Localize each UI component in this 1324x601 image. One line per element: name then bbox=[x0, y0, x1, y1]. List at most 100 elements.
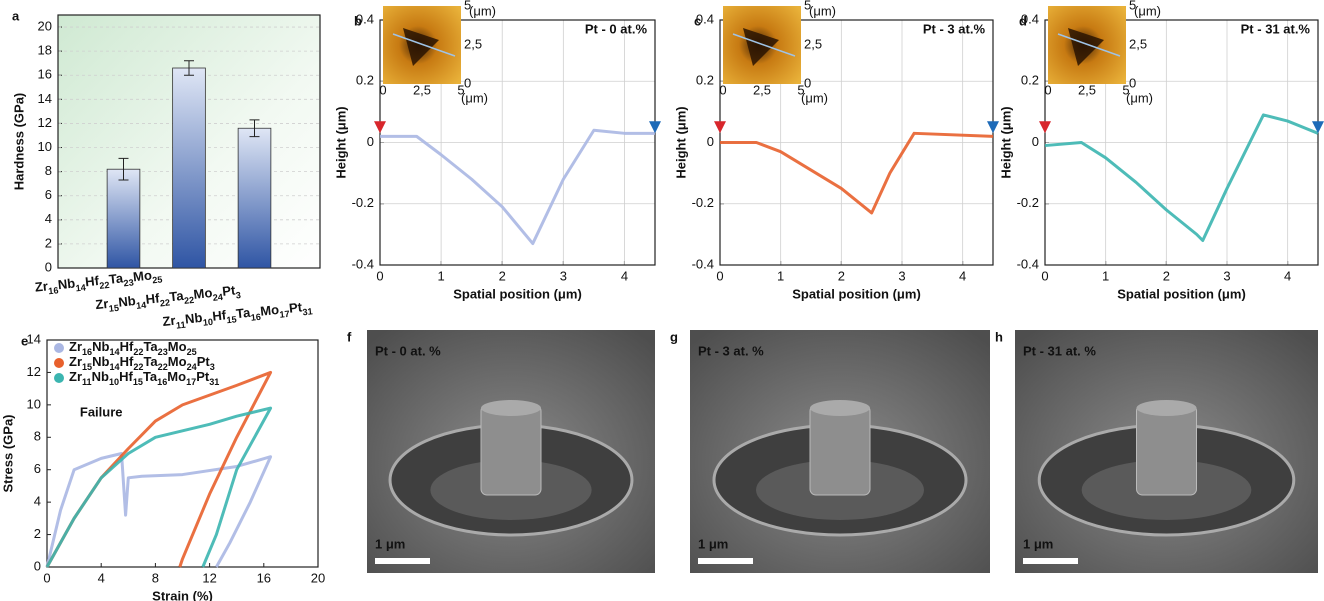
y-tick-label: 8 bbox=[45, 163, 52, 178]
bar bbox=[107, 169, 140, 268]
inset-tick-label: 2,5 bbox=[804, 36, 822, 51]
x-tick-label: 2 bbox=[499, 268, 506, 283]
x-tick-label: 4 bbox=[98, 570, 105, 585]
panel-label: e bbox=[21, 333, 28, 348]
legend-marker bbox=[54, 343, 64, 353]
inset-tick-label: 0 bbox=[804, 75, 811, 90]
y-tick-label: 12 bbox=[38, 115, 52, 130]
end-marker bbox=[649, 121, 661, 133]
panel-label: h bbox=[995, 329, 1003, 344]
legend-marker bbox=[54, 358, 64, 368]
scale-bar bbox=[375, 558, 430, 564]
x-axis-label: Spatial position (μm) bbox=[1117, 286, 1246, 301]
x-tick-label: 0 bbox=[1041, 268, 1048, 283]
y-tick-label: 2 bbox=[45, 235, 52, 250]
inset-tick-label: 0 bbox=[719, 82, 726, 97]
x-tick-label: 1 bbox=[437, 268, 444, 283]
x-axis-label: Strain (%) bbox=[152, 588, 213, 601]
panel-label: a bbox=[12, 8, 20, 23]
inset-unit: (μm) bbox=[809, 3, 836, 18]
inset-tick-label: 2,5 bbox=[413, 82, 431, 97]
x-tick-label: 2 bbox=[1163, 268, 1170, 283]
panel-label: g bbox=[670, 329, 678, 344]
y-tick-label: -0.4 bbox=[352, 256, 374, 271]
y-tick-label: 0 bbox=[367, 134, 374, 149]
end-marker bbox=[987, 121, 999, 133]
y-axis-label: Height (μm) bbox=[333, 106, 348, 178]
y-tick-label: 14 bbox=[38, 91, 52, 106]
bar bbox=[173, 68, 206, 268]
y-tick-label: 18 bbox=[38, 43, 52, 58]
inset-unit: (μm) bbox=[1126, 90, 1153, 105]
x-tick-label: 12 bbox=[202, 570, 216, 585]
x-tick-label: 2 bbox=[838, 268, 845, 283]
pillar bbox=[810, 405, 870, 495]
inset-tick-label: 2,5 bbox=[464, 36, 482, 51]
scale-bar-label: 1 μm bbox=[1023, 536, 1053, 551]
panel-label: d bbox=[1019, 13, 1027, 28]
x-tick-label: 3 bbox=[898, 268, 905, 283]
y-tick-label: 10 bbox=[38, 139, 52, 154]
x-tick-label: 1 bbox=[1102, 268, 1109, 283]
figure: 02468101214161820Hardness (GPa)aZr16Nb14… bbox=[0, 0, 1324, 601]
x-tick-label: 3 bbox=[1223, 268, 1230, 283]
y-tick-label: 2 bbox=[34, 526, 41, 541]
y-tick-label: 0 bbox=[1032, 134, 1039, 149]
pillar-top bbox=[481, 400, 541, 416]
start-marker bbox=[714, 121, 726, 133]
annotation: Failure bbox=[80, 404, 123, 419]
inset-tick-label: 2,5 bbox=[753, 82, 771, 97]
data-line bbox=[380, 130, 655, 243]
x-tick-label: Zr16Nb14Hf22Ta23Mo25 bbox=[34, 267, 163, 298]
scale-bar-label: 1 μm bbox=[698, 536, 728, 551]
x-tick-label: 4 bbox=[621, 268, 628, 283]
panel-label: c bbox=[694, 13, 701, 28]
pillar bbox=[1137, 405, 1197, 495]
data-line bbox=[47, 408, 271, 567]
inset-tick-label: 0 bbox=[464, 75, 471, 90]
y-tick-label: 0 bbox=[707, 134, 714, 149]
inset-unit: (μm) bbox=[801, 90, 828, 105]
y-tick-label: 0.2 bbox=[1021, 73, 1039, 88]
y-tick-label: 0 bbox=[34, 558, 41, 573]
start-marker bbox=[1039, 121, 1051, 133]
scale-bar-label: 1 μm bbox=[375, 536, 405, 551]
x-tick-label: 3 bbox=[560, 268, 567, 283]
y-tick-label: 16 bbox=[38, 67, 52, 82]
pillar bbox=[481, 405, 541, 495]
chart-title: Pt - 3 at.% bbox=[923, 21, 986, 36]
panel-label: b bbox=[354, 13, 362, 28]
inset-unit: (μm) bbox=[469, 3, 496, 18]
inset-tick-label: 0 bbox=[1044, 82, 1051, 97]
x-tick-label: 0 bbox=[376, 268, 383, 283]
scale-bar bbox=[1023, 558, 1078, 564]
x-tick-label: 16 bbox=[257, 570, 271, 585]
y-tick-label: 10 bbox=[27, 396, 41, 411]
y-axis-label: Stress (GPa) bbox=[0, 414, 15, 492]
scale-bar bbox=[698, 558, 753, 564]
x-axis-label: Spatial position (μm) bbox=[453, 286, 582, 301]
image-caption: Pt - 31 at. % bbox=[1023, 343, 1096, 358]
inset-tick-label: 0 bbox=[379, 82, 386, 97]
image-caption: Pt - 3 at. % bbox=[698, 343, 764, 358]
y-tick-label: -0.2 bbox=[692, 195, 714, 210]
y-tick-label: 6 bbox=[45, 187, 52, 202]
x-tick-label: 8 bbox=[152, 570, 159, 585]
start-marker bbox=[374, 121, 386, 133]
data-line bbox=[720, 133, 993, 213]
legend-marker bbox=[54, 373, 64, 383]
y-tick-label: 20 bbox=[38, 18, 52, 33]
inset-tick-label: 0 bbox=[1129, 75, 1136, 90]
y-tick-label: 8 bbox=[34, 429, 41, 444]
y-tick-label: 4 bbox=[45, 211, 52, 226]
pillar-top bbox=[1137, 400, 1197, 416]
inset-unit: (μm) bbox=[1134, 3, 1161, 18]
y-tick-label: 12 bbox=[27, 364, 41, 379]
data-line bbox=[1045, 115, 1318, 241]
y-tick-label: -0.2 bbox=[1017, 195, 1039, 210]
y-tick-label: 6 bbox=[34, 461, 41, 476]
x-tick-label: 20 bbox=[311, 570, 325, 585]
legend-label: Zr11Nb10Hf15Ta16Mo17Pt31 bbox=[69, 369, 219, 387]
y-tick-label: 4 bbox=[34, 494, 41, 509]
y-axis-label: Hardness (GPa) bbox=[11, 93, 26, 191]
